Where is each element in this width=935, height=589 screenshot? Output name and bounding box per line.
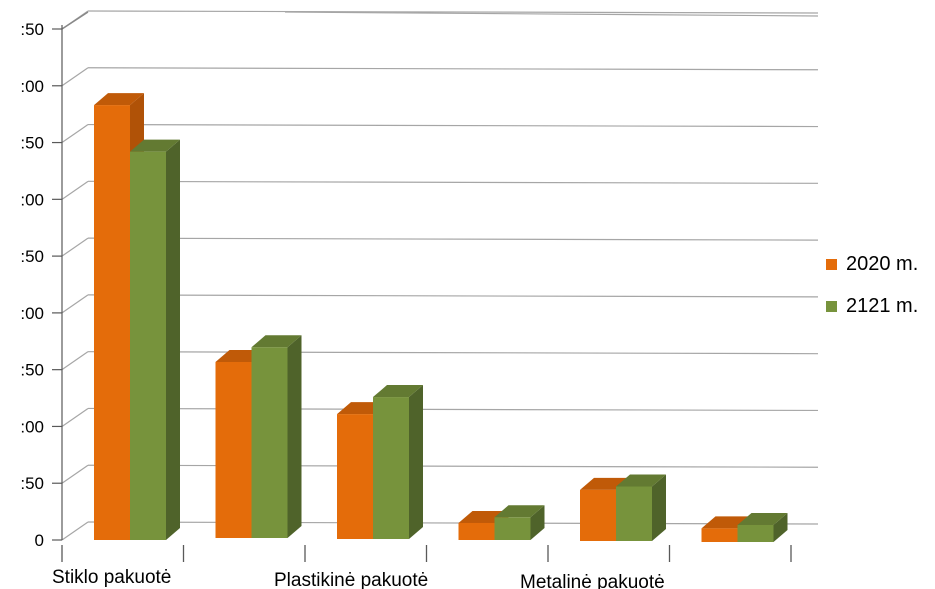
gridline-350-edge	[61, 124, 89, 144]
bar-2020m-2	[337, 414, 373, 539]
y-tick-label: :00	[20, 417, 44, 436]
bar-2020m-5	[701, 528, 738, 542]
bar-2121m-3	[494, 517, 531, 540]
bar-side	[166, 139, 180, 540]
gridline-250	[87, 237, 819, 241]
gridline-50-edge	[61, 464, 89, 484]
gridline-150	[87, 351, 819, 355]
x-category-label: Plastikinė pakuotė	[274, 570, 428, 589]
gridline-300-edge	[61, 180, 89, 200]
bar-top	[94, 93, 144, 106]
gridline-50	[87, 464, 819, 468]
legend-swatch	[826, 259, 837, 270]
y-tick-label: :50	[20, 134, 44, 153]
bar-top	[251, 335, 302, 348]
legend: 2020 m. 2121 m.	[826, 253, 918, 317]
gridline-100	[87, 407, 819, 412]
bar-2020m-0	[94, 105, 130, 541]
y-tick-label: :00	[20, 304, 44, 323]
bar-top	[373, 385, 423, 398]
y-tick-label: :50	[20, 20, 44, 39]
bar-side	[530, 505, 545, 540]
gridlines	[61, 10, 819, 541]
legend-label: 2020 m.	[846, 253, 918, 275]
gridline-top	[284, 11, 819, 17]
bar-side	[287, 335, 302, 538]
gridline-0-edge	[61, 521, 89, 541]
left-wall-edge	[61, 11, 89, 30]
gridline-100-edge	[61, 407, 89, 427]
bar-side	[773, 512, 788, 542]
y-tick-label: :50	[20, 474, 44, 493]
y-tick-label: :50	[20, 247, 44, 266]
gridline-150-edge	[61, 351, 89, 371]
bar-2020m-4	[580, 489, 616, 541]
bar-2121m-1	[251, 347, 288, 538]
axes	[52, 11, 792, 562]
bar-top	[616, 474, 666, 487]
bar-2121m-4	[616, 486, 652, 541]
bar-2121m-2	[373, 397, 409, 539]
gridline-400-edge	[61, 67, 89, 87]
bar-top	[130, 139, 180, 152]
legend-swatch	[826, 301, 837, 312]
y-tick-label: :50	[20, 361, 44, 380]
bar-2020m-3	[458, 522, 495, 540]
gridline-350	[87, 123, 819, 128]
bar-top	[494, 505, 545, 518]
y-tick-label: :00	[20, 77, 44, 96]
bar-2121m-5	[737, 524, 774, 542]
y-tick-label: :00	[20, 190, 44, 209]
y-tick-label: 0	[35, 531, 44, 550]
gridline-250-edge	[61, 237, 89, 257]
legend-label: 2121 m.	[846, 295, 918, 317]
bar-2121m-0	[130, 151, 166, 540]
x-category-label: Metalinė pakuotė	[520, 572, 665, 589]
x-category-label: Stiklo pakuotė	[52, 567, 171, 588]
gridline-300	[87, 180, 819, 184]
labels: :50 :00 :50 :00 :50 :00 :50 :00 :50 0 Stiklo pakuo…	[20, 20, 664, 589]
gridline-200	[87, 294, 819, 298]
bar-2020m-1	[215, 361, 252, 538]
gridline-400	[87, 67, 819, 71]
bar-top	[737, 512, 788, 525]
bar-side	[652, 474, 666, 541]
gridline-450	[87, 10, 819, 14]
gridline-0	[87, 521, 819, 525]
bars	[94, 93, 788, 542]
gridline-200-edge	[61, 294, 89, 314]
bar-side	[409, 385, 423, 539]
